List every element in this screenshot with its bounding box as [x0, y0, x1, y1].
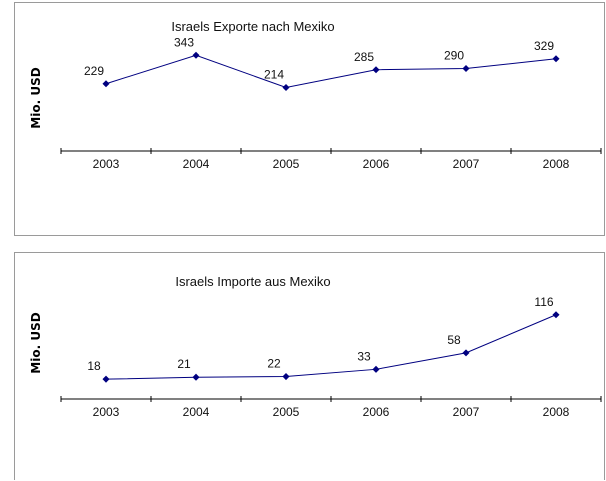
export-chart-x-tick-label: 2007 [453, 157, 480, 171]
export-chart-data-point [282, 83, 290, 92]
export-chart-x-tick-label: 2006 [363, 157, 390, 171]
export-chart: Israels Exporte nach Mexiko Mio. USD 200… [14, 2, 605, 236]
import-chart-data-point [282, 373, 290, 381]
import-chart-data-label: 58 [447, 333, 461, 347]
export-chart-data-label: 285 [354, 50, 374, 64]
export-chart-data-point [372, 66, 380, 74]
import-chart-data-label: 22 [267, 357, 281, 371]
export-chart-x-tick-label: 2004 [183, 157, 210, 171]
export-chart-plot: 2003 2004 2005 2006 2007 2008 229 343 214 285 290 3… [60, 35, 602, 171]
import-chart-data-point [552, 311, 560, 319]
import-chart-x-tick-label: 2003 [93, 405, 120, 419]
export-chart-x-tick-label: 2003 [93, 157, 120, 171]
export-chart-data-point [102, 80, 110, 88]
import-chart-data-label: 116 [534, 295, 553, 309]
import-chart-plot: 2003 2004 2005 2006 2007 2008 18 21 22 33 58 116 [60, 295, 602, 419]
import-chart-data-point [192, 373, 200, 381]
import-chart-data-label: 33 [357, 349, 371, 363]
import-chart: Israels Importe aus Mexiko Mio. USD 2003… [14, 252, 605, 480]
export-chart-data-point [462, 64, 470, 73]
export-chart-data-label: 343 [174, 35, 194, 49]
export-chart-data-point [192, 51, 200, 59]
export-chart-data-label: 229 [84, 64, 104, 78]
import-chart-y-axis-label: Mio. USD [29, 312, 43, 373]
import-chart-series-line [105, 314, 557, 380]
export-chart-series-line [105, 54, 557, 89]
import-chart-data-label: 21 [177, 357, 191, 371]
export-chart-data-label: 290 [444, 49, 464, 63]
import-chart-title: Israels Importe aus Mexiko [175, 274, 330, 289]
export-chart-title: Israels Exporte nach Mexiko [171, 19, 334, 34]
export-chart-data-label: 214 [264, 68, 284, 82]
import-chart-data-label: 18 [87, 359, 101, 373]
export-chart-svg: Israels Exporte nach Mexiko Mio. USD 200… [29, 19, 602, 171]
import-chart-x-tick-label: 2004 [183, 405, 210, 419]
export-chart-y-axis-label: Mio. USD [29, 67, 43, 128]
import-chart-x-tick-label: 2007 [453, 405, 480, 419]
export-chart-data-point [552, 55, 560, 63]
import-chart-x-tick-label: 2006 [363, 405, 390, 419]
import-chart-x-tick-label: 2005 [273, 405, 300, 419]
import-chart-data-point [372, 365, 380, 373]
import-chart-data-point [102, 375, 110, 383]
import-chart-data-point [462, 349, 470, 357]
import-chart-svg: Israels Importe aus Mexiko Mio. USD 2003… [29, 274, 602, 419]
import-chart-x-tick-label: 2008 [543, 405, 570, 419]
export-chart-x-tick-label: 2008 [543, 157, 570, 171]
export-chart-data-label: 329 [534, 39, 554, 53]
export-chart-x-tick-label: 2005 [273, 157, 300, 171]
